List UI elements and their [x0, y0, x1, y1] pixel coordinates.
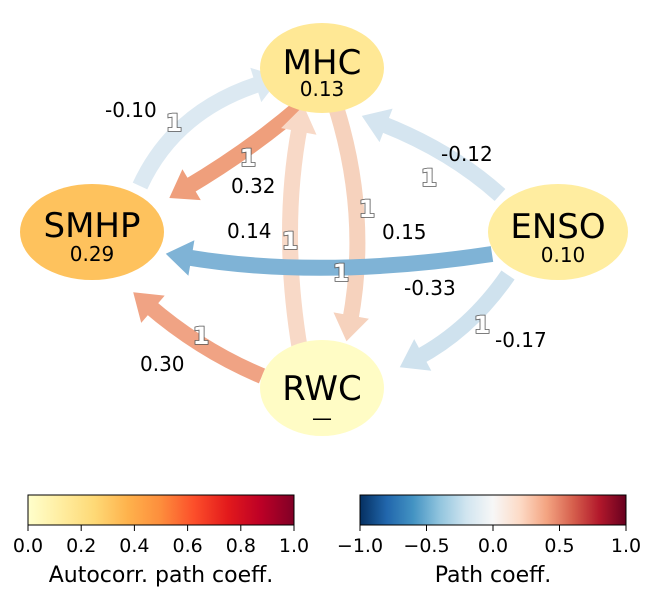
lag-label-smhp-to-mhc: 1	[166, 109, 183, 137]
colorbar-tick-label: 1.0	[279, 535, 309, 557]
coef-smhp-to-mhc: -0.10	[105, 98, 157, 122]
lag-label-rwc-to-smhp: 1	[193, 322, 210, 350]
node-rwc-value: —	[312, 406, 332, 430]
lag-label-enso-to-mhc: 1	[421, 164, 438, 192]
coef-enso-to-smhp: -0.33	[404, 276, 456, 300]
node-rwc-label: RWC	[282, 369, 362, 409]
colorbar-tick-label: 0.2	[66, 535, 96, 557]
node-smhp-value: 0.29	[70, 242, 115, 266]
coef-mhc-to-smhp: 0.32	[231, 174, 276, 198]
lag-label-mhc-to-rwc: 1	[359, 195, 376, 223]
node-enso-label: ENSO	[510, 207, 605, 247]
colorbar-tick-label: 0.0	[13, 535, 43, 557]
node-mhc: MHC 0.13	[260, 23, 384, 113]
colorbar-path: −1.0 −0.5 0.0 0.5 1.0 Path coeff.	[337, 495, 641, 588]
lag-label-enso-to-smhp: 1	[333, 259, 350, 287]
colorbar-tick-label: 0.5	[544, 535, 574, 557]
colorbar-autocorr-gradient	[28, 495, 294, 525]
colorbar-tick-label: 0.4	[119, 535, 149, 557]
node-enso: ENSO 0.10	[488, 184, 628, 280]
colorbar-path-gradient	[360, 495, 626, 525]
node-enso-value: 0.10	[541, 243, 586, 267]
colorbar-tick-label: 0.6	[172, 535, 202, 557]
edges-layer	[133, 68, 508, 376]
colorbar-tick-label: −0.5	[403, 535, 449, 557]
edge-mhc-to-rwc	[336, 107, 357, 322]
coef-enso-to-mhc: -0.12	[441, 142, 493, 166]
colorbar-tick-label: 1.0	[611, 535, 641, 557]
lag-label-mhc-to-smhp: 1	[240, 144, 257, 172]
coef-rwc-to-mhc: 0.14	[227, 219, 272, 243]
coef-rwc-to-smhp: 0.30	[140, 352, 185, 376]
colorbar-tick-label: 0.8	[226, 535, 256, 557]
arrowhead-mhc-to-rwc	[334, 312, 369, 341]
colorbar-tick-label: 0.0	[478, 535, 508, 557]
colorbar-autocorr-ticks: 0.0 0.2 0.4 0.6 0.8 1.0	[13, 525, 309, 557]
colorbar-path-ticks: −1.0 −0.5 0.0 0.5 1.0	[337, 525, 641, 557]
node-smhp: SMHP 0.29	[20, 184, 164, 280]
coef-mhc-to-rwc: 0.15	[382, 220, 427, 244]
colorbar-path-title: Path coeff.	[435, 563, 552, 588]
node-rwc: RWC —	[260, 340, 384, 436]
coef-enso-to-rwc: -0.17	[495, 328, 547, 352]
colorbar-autocorr-title: Autocorr. path coeff.	[49, 563, 274, 588]
node-mhc-value: 0.13	[300, 77, 345, 101]
lag-label-rwc-to-mhc: 1	[282, 227, 299, 255]
arrowhead-enso-to-smhp	[166, 240, 195, 275]
colorbar-tick-label: −1.0	[337, 535, 383, 557]
node-smhp-label: SMHP	[44, 206, 141, 246]
lag-label-enso-to-rwc: 1	[474, 311, 491, 339]
colorbar-autocorr: 0.0 0.2 0.4 0.6 0.8 1.0 Autocorr. path coeff.	[13, 495, 309, 588]
